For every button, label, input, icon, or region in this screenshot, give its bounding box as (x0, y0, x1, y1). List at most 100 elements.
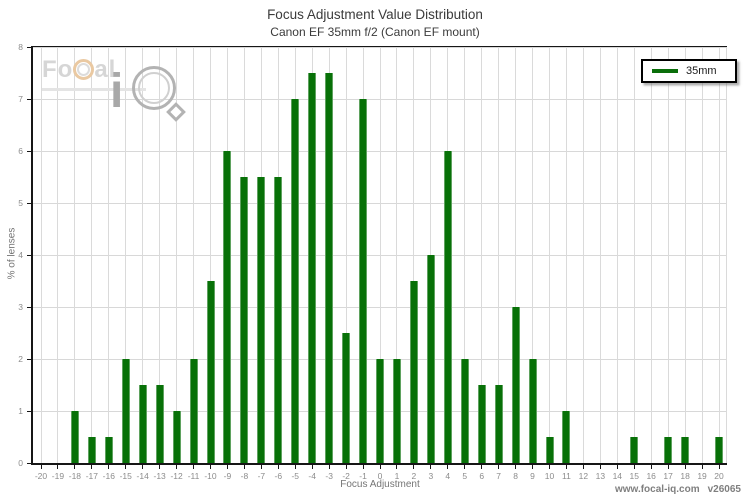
x-tick-label: -12 (170, 471, 183, 481)
bar (223, 151, 231, 463)
y-tick (27, 358, 31, 360)
y-tick (27, 410, 31, 412)
x-tick-label: 0 (377, 471, 383, 481)
bar (240, 177, 248, 463)
bar (546, 437, 554, 463)
x-tick-label: 6 (479, 471, 485, 481)
v-gridline (667, 47, 669, 463)
y-tick (27, 150, 31, 152)
v-gridline (210, 47, 211, 463)
x-tick (108, 465, 110, 469)
x-tick-label: 9 (530, 471, 535, 481)
v-gridline (74, 47, 76, 463)
bar (308, 73, 316, 463)
v-gridline (718, 47, 720, 463)
bar (461, 359, 469, 463)
v-gridline (396, 47, 398, 463)
bar (681, 437, 689, 463)
bar (444, 151, 452, 463)
bar (139, 385, 147, 463)
bar (207, 281, 215, 463)
bar (342, 333, 350, 463)
plot-area: -20 -19 -18 -17 -16 -15 -14 -13 -12 -11 -10 -9 -8 -7-… (18, 42, 727, 481)
legend: 35mm (641, 59, 737, 83)
v-gridline (481, 47, 483, 463)
x-tick (210, 465, 211, 469)
x-tick-label: -8 (240, 471, 249, 481)
y-tick-label: 3 (18, 302, 23, 312)
x-tick (481, 465, 483, 469)
x-tick-label: -11 (187, 471, 200, 481)
x-tick-label: -4 (308, 471, 316, 481)
x-tick (464, 465, 466, 469)
x-tick-label: 19 (697, 471, 707, 481)
x-tick (159, 465, 161, 469)
y-tick-label: 2 (18, 354, 23, 364)
v-gridline (684, 47, 686, 463)
x-tick (667, 465, 669, 469)
x-tick-label: 12 (578, 471, 589, 481)
x-tick-label: -3 (325, 471, 333, 481)
y-tick (27, 98, 31, 100)
y-tick-label: 1 (18, 406, 23, 416)
v-gridline (565, 47, 567, 463)
x-tick (294, 465, 296, 469)
bar (376, 359, 384, 463)
bar (478, 385, 486, 463)
bar (630, 437, 638, 463)
x-tick (650, 465, 652, 469)
bar (512, 307, 520, 463)
x-tick-label: -13 (153, 471, 166, 481)
x-tick (40, 465, 42, 469)
x-tick-label: -1 (359, 471, 367, 481)
bar (274, 177, 282, 463)
x-tick-label: -20 (34, 471, 48, 481)
v-gridline (142, 47, 144, 463)
v-gridline (91, 47, 93, 463)
x-tick-label: 15 (629, 471, 639, 481)
x-tick (260, 465, 262, 469)
x-tick-label: 11 (562, 471, 571, 481)
x-tick-label: -7 (257, 471, 266, 481)
y-tick (27, 462, 31, 464)
bar (495, 385, 503, 463)
bar (71, 411, 79, 463)
v-gridline (464, 47, 466, 463)
x-tick-label: -19 (51, 471, 65, 481)
x-tick (430, 465, 432, 469)
x-tick (616, 465, 618, 469)
x-tick-label: -5 (291, 471, 300, 481)
x-tick-label: 13 (595, 471, 606, 481)
v-gridline (108, 47, 110, 463)
page-title: Focus Adjustment Value Distribution (267, 7, 483, 22)
x-tick (57, 465, 59, 469)
x-tick-label: 10 (544, 471, 555, 481)
x-tick (328, 465, 330, 469)
x-tick (684, 465, 686, 469)
x-tick-label: 16 (646, 471, 656, 481)
footer-version: v26065 (707, 484, 741, 495)
x-tick-label: -10 (204, 471, 217, 481)
legend-series-label: 35mm (686, 65, 717, 77)
x-tick (633, 465, 635, 469)
bar (88, 437, 96, 463)
bar (562, 411, 570, 463)
v-gridline (193, 47, 195, 463)
bar (715, 437, 723, 463)
x-tick-label: 8 (513, 471, 518, 481)
x-tick (243, 465, 245, 469)
x-tick-label: 1 (394, 471, 400, 481)
x-tick (74, 465, 76, 469)
x-tick-label: 5 (462, 471, 468, 481)
v-gridline (159, 47, 161, 463)
x-tick (362, 465, 364, 469)
x-tick-label: -17 (85, 471, 98, 481)
x-tick-label: 17 (663, 471, 673, 481)
bar (410, 281, 418, 463)
x-tick (91, 465, 93, 469)
x-tick-label: -9 (223, 471, 232, 481)
bar (173, 411, 181, 463)
v-gridline (498, 47, 500, 463)
x-tick (345, 465, 347, 469)
x-tick (413, 465, 415, 469)
